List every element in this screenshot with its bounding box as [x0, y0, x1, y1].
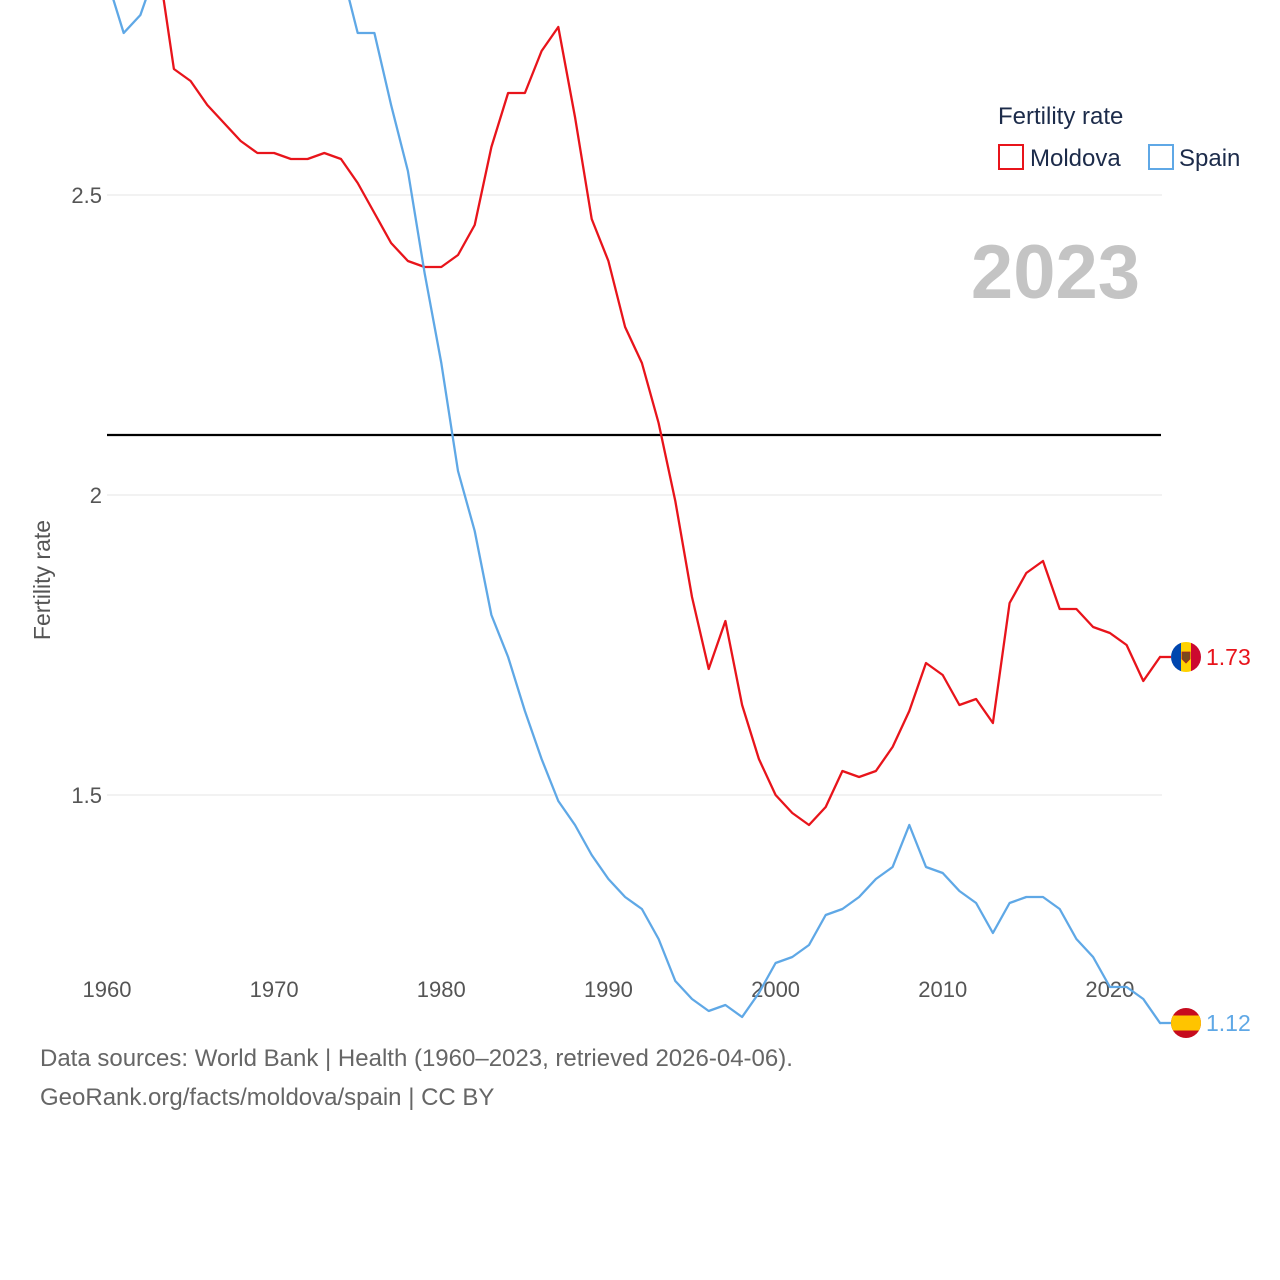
x-tick-label: 2010 — [918, 977, 967, 1002]
spain-flag-icon — [1171, 1008, 1201, 1038]
end-value-label-spain: 1.12 — [1206, 1010, 1251, 1036]
legend-item-spain[interactable]: Spain — [1148, 144, 1240, 172]
end-value-label-moldova: 1.73 — [1206, 644, 1251, 670]
y-axis-title: Fertility rate — [29, 520, 55, 640]
x-axis-ticks: 1960 1970 1980 1990 2000 2010 2020 — [83, 977, 1135, 1002]
series-line-spain[interactable] — [107, 0, 1162, 1025]
year-display: 2023 — [971, 230, 1140, 315]
series-lines — [107, 0, 1162, 1025]
x-tick-label: 2000 — [751, 977, 800, 1002]
series-line-moldova[interactable] — [107, 0, 1162, 827]
x-tick-label: 1970 — [250, 977, 299, 1002]
y-tick-label: 2 — [90, 483, 102, 508]
legend-item-moldova[interactable]: Moldova — [998, 144, 1121, 172]
legend-swatch-spain — [1148, 144, 1174, 170]
x-tick-label: 2020 — [1085, 977, 1134, 1002]
legend-label-moldova: Moldova — [1030, 145, 1121, 172]
y-tick-label: 2.5 — [71, 183, 102, 208]
x-tick-label: 1980 — [417, 977, 466, 1002]
y-axis-ticks: 1.522.53 — [71, 183, 102, 808]
moldova-flag-icon — [1171, 642, 1201, 672]
series-endpoints: 1.73 1.12 — [1160, 642, 1251, 1038]
legend-title: Fertility rate — [998, 103, 1123, 130]
x-tick-label: 1990 — [584, 977, 633, 1002]
data-source-line: Data sources: World Bank | Health (1960–… — [40, 1045, 793, 1072]
x-tick-label: 1960 — [83, 977, 132, 1002]
legend-swatch-moldova — [998, 144, 1024, 170]
y-tick-label: 1.5 — [71, 783, 102, 808]
legend-label-spain: Spain — [1179, 145, 1240, 172]
credit-line[interactable]: GeoRank.org/facts/moldova/spain | CC BY — [40, 1084, 495, 1111]
legend: Fertility rate Moldova Spain — [998, 103, 1240, 172]
grid-lines — [107, 194, 1162, 796]
